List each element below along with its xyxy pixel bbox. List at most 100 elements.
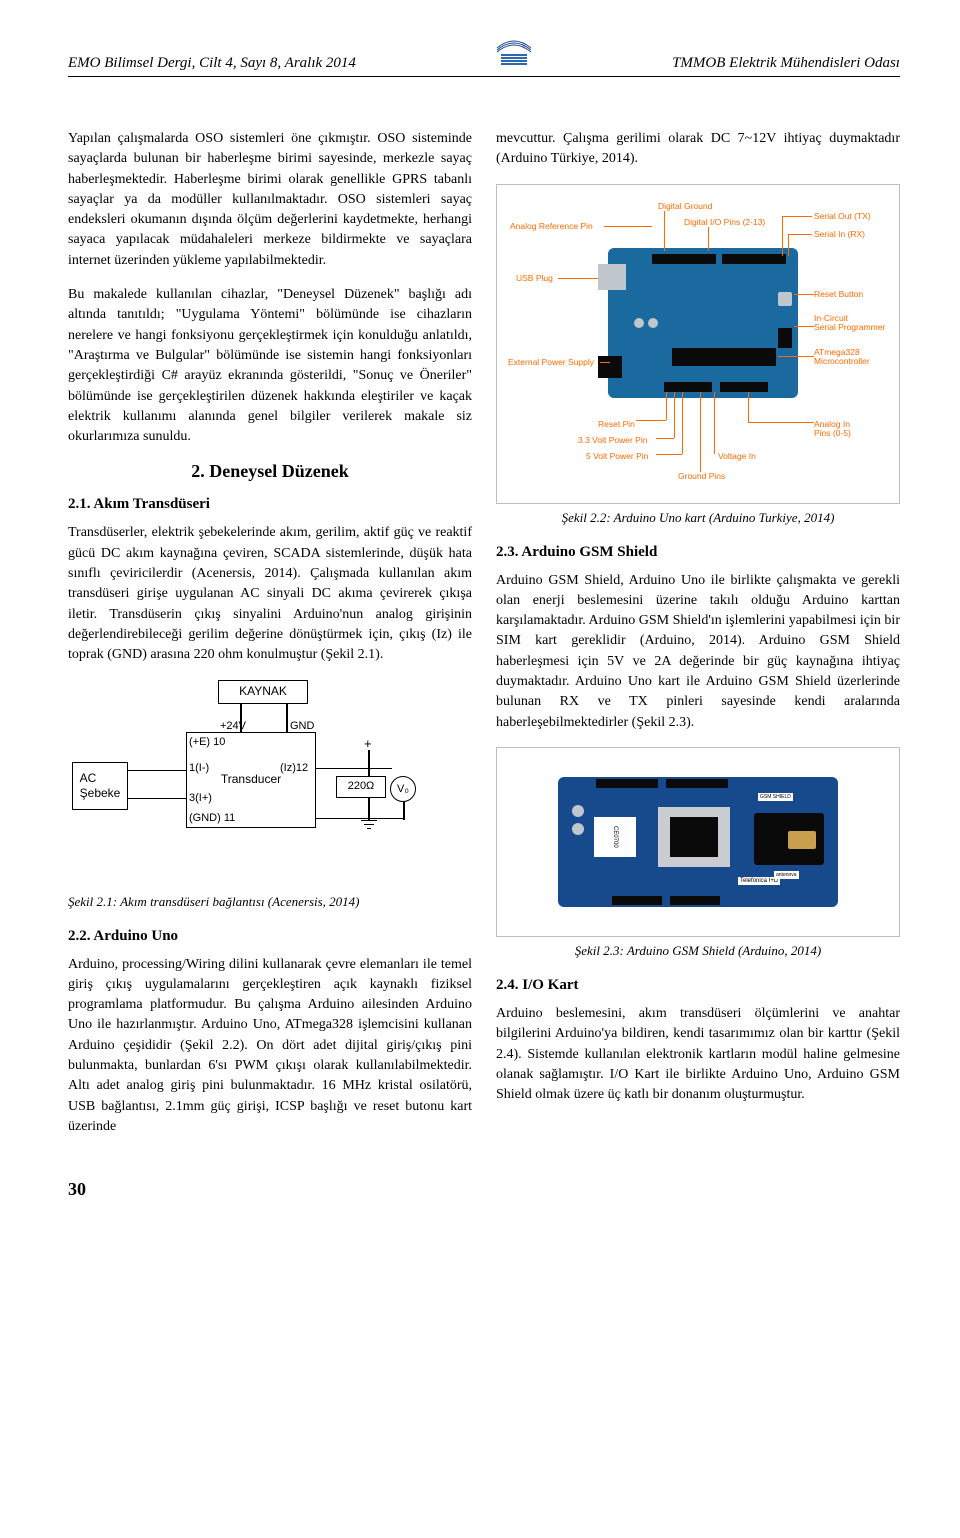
header-strip (722, 254, 786, 264)
arduino-annotated-diagram: Analog Reference Pin Digital Ground Digi… (508, 194, 888, 494)
atmega-chip (672, 348, 776, 366)
left-column: Yapılan çalışmalarda OSO sistemleri öne … (68, 129, 472, 1151)
header-strip (596, 779, 658, 788)
capacitor (572, 823, 584, 835)
ext-power-label: External Power Supply (508, 358, 594, 367)
figure-2-1-caption: Şekil 2.1: Akım transdüseri bağlantısı (… (68, 894, 472, 910)
anno-line (748, 422, 814, 423)
anno-line (794, 294, 814, 295)
anno-line (636, 420, 666, 421)
analog-in-label: Analog In Pins (0-5) (814, 420, 851, 439)
ce-label: CE0700 (594, 817, 636, 857)
usb-plug-label: USB Plug (516, 274, 553, 283)
pin11-label: (GND) 11 (189, 812, 235, 824)
digital-ground-label: Digital Ground (658, 202, 712, 211)
header-logo-icon (487, 28, 541, 72)
header-strip (666, 779, 728, 788)
line (361, 820, 377, 822)
line (286, 704, 288, 732)
serial-in-label: Serial In (RX) (814, 230, 865, 239)
anno-line (714, 392, 715, 454)
figure-2-3-caption: Şekil 2.3: Arduino GSM Shield (Arduino, … (496, 943, 900, 959)
reset-button-label: Reset Button (814, 290, 863, 299)
pin3-label: 3(I+) (189, 792, 212, 804)
anno-line (788, 234, 789, 256)
figure-2-3: CE0700 Telefonica I+D GSM SHIELD antenov… (496, 747, 900, 937)
vo-node: V₀ (390, 776, 416, 802)
analog-ref-label: Analog Reference Pin (510, 222, 593, 231)
icsp-label: In-Circuit Serial Programmer (814, 314, 885, 333)
serial-out-label: Serial Out (TX) (814, 212, 871, 221)
resistor-box: 220Ω (336, 776, 386, 798)
small-label: GSM SHIELD (758, 793, 793, 801)
anno-line (748, 392, 749, 422)
intro-paragraph-1: Yapılan çalışmalarda OSO sistemleri öne … (68, 129, 472, 271)
header-strip (670, 896, 720, 905)
anno-line (656, 438, 674, 439)
transducer-label: Transducer (221, 772, 281, 786)
header-left-text: EMO Bilimsel Dergi, Cilt 4, Sayı 8, Aral… (68, 55, 356, 72)
line (403, 802, 405, 820)
header-right-text: TMMOB Elektrik Mühendisleri Odası (672, 55, 900, 72)
circuit-diagram: KAYNAK +24V GND AC Şebeke Transducer (68, 680, 428, 890)
ac-box: AC Şebeke (72, 762, 128, 810)
capacitor (634, 318, 644, 328)
header-strip (612, 896, 662, 905)
plus-label: + (364, 736, 372, 751)
capacitor (648, 318, 658, 328)
usb-jack (598, 264, 626, 290)
page-header: EMO Bilimsel Dergi, Cilt 4, Sayı 8, Aral… (68, 28, 900, 77)
anno-line (674, 392, 675, 438)
line (364, 824, 374, 826)
pin10-label: (+E) 10 (189, 736, 225, 748)
section-2-1-heading: 2.1. Akım Transdüseri (68, 496, 472, 513)
kaynak-label: KAYNAK (239, 684, 287, 698)
ground-pins-label: Ground Pins (678, 472, 725, 481)
arduino-board (608, 248, 798, 398)
content-columns: Yapılan çalışmalarda OSO sistemleri öne … (68, 129, 900, 1151)
anno-line (682, 392, 683, 454)
header-strip (720, 382, 768, 392)
right-column: mevcuttur. Çalışma gerilimi olarak DC 7~… (496, 129, 900, 1151)
figure-2-2-caption: Şekil 2.2: Arduino Uno kart (Arduino Tur… (496, 510, 900, 526)
reset-pin-label: Reset Pin (598, 420, 635, 429)
gnd-label: GND (290, 720, 314, 732)
section-2-3-text: Arduino GSM Shield, Arduino Uno ile birl… (496, 571, 900, 733)
header-strip (652, 254, 716, 264)
line (376, 768, 392, 770)
v33-label: 3.3 Volt Power Pin (578, 436, 647, 445)
gsm-pcb: CE0700 Telefonica I+D GSM SHIELD antenov… (558, 777, 838, 907)
line (376, 818, 404, 820)
section-2-heading: 2. Deneysel Düzenek (68, 461, 472, 482)
header-strip (664, 382, 712, 392)
figure-2-1: KAYNAK +24V GND AC Şebeke Transducer (68, 680, 472, 890)
ac-label: AC Şebeke (80, 771, 121, 800)
resistor-label: 220Ω (348, 780, 375, 793)
kaynak-box: KAYNAK (218, 680, 308, 704)
section-2-1-text: Transdüserler, elektrik şebekelerinde ak… (68, 523, 472, 665)
voltage-in-label: Voltage In (718, 452, 756, 461)
anno-line (788, 234, 812, 235)
small-label: antenova (774, 871, 799, 879)
gsm-shield-diagram: CE0700 Telefonica I+D GSM SHIELD antenov… (528, 757, 868, 927)
section-2-3-heading: 2.3. Arduino GSM Shield (496, 544, 900, 561)
section-2-2-heading: 2.2. Arduino Uno (68, 928, 472, 945)
line (128, 798, 186, 800)
icsp-header (778, 328, 792, 348)
anno-line (708, 227, 709, 251)
section-2-2-text: Arduino, processing/Wiring dilini kullan… (68, 955, 472, 1138)
v5-label: 5 Volt Power Pin (586, 452, 648, 461)
digital-io-label: Digital I/O Pins (2-13) (684, 218, 765, 227)
section-2-4-heading: 2.4. I/O Kart (496, 977, 900, 994)
power-jack (598, 356, 622, 378)
anno-line (794, 326, 814, 327)
anno-line (700, 392, 701, 472)
figure-2-2: Analog Reference Pin Digital Ground Digi… (496, 184, 900, 504)
anno-line (604, 226, 652, 227)
continuation-paragraph: mevcuttur. Çalışma gerilimi olarak DC 7~… (496, 129, 900, 170)
line (316, 768, 376, 770)
pin1-label: 1(I-) (189, 762, 209, 774)
v24-label: +24V (220, 720, 246, 732)
anno-line (558, 278, 598, 279)
anno-line (782, 216, 783, 256)
